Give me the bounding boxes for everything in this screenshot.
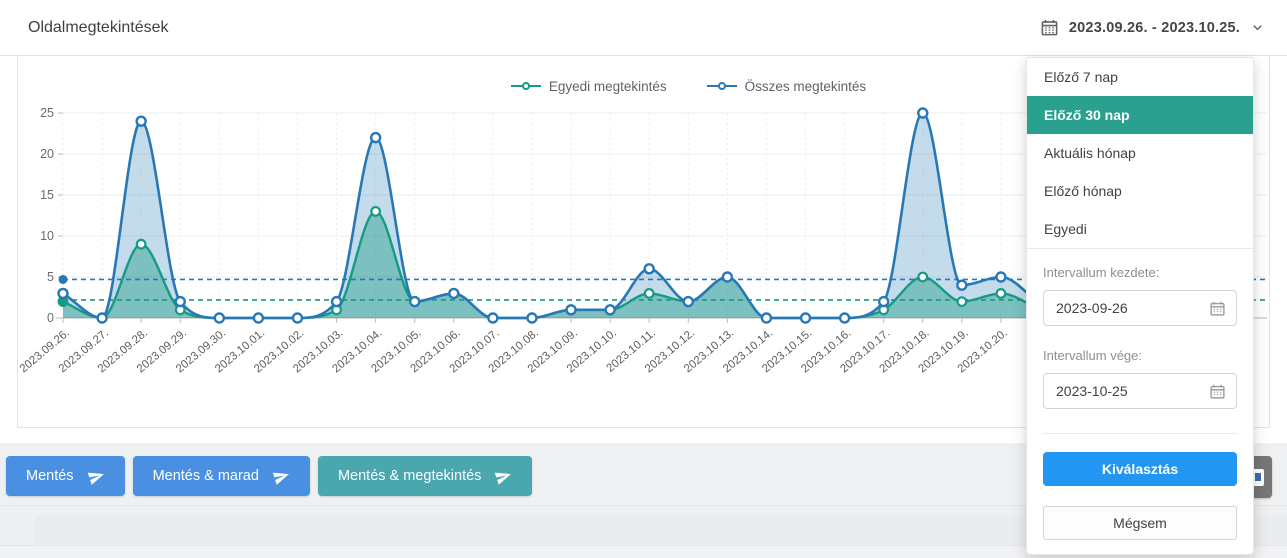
- paper-plane-icon: [272, 468, 290, 485]
- legend-marker-icon: [510, 82, 541, 90]
- dropdown-option-current-month[interactable]: Aktuális hónap: [1044, 145, 1136, 161]
- paper-plane-icon: [495, 468, 512, 485]
- save-and-view-label: Mentés & megtekintés: [337, 468, 482, 484]
- svg-text:15: 15: [40, 188, 54, 202]
- svg-text:0: 0: [47, 311, 54, 325]
- interval-start-value: 2023-09-26: [1056, 300, 1128, 316]
- dropdown-option-previous-month[interactable]: Előző hónap: [1044, 183, 1122, 199]
- interval-end-label: Intervallum vége:: [1043, 348, 1142, 363]
- save-and-view-button[interactable]: Mentés & megtekintés: [317, 456, 533, 496]
- select-button[interactable]: Kiválasztás: [1043, 452, 1237, 486]
- paper-plane-icon: [87, 468, 105, 485]
- calendar-icon[interactable]: [1209, 383, 1226, 400]
- date-range-text: 2023.09.26. - 2023.10.25.: [1068, 19, 1240, 36]
- legend-marker-icon: [706, 82, 737, 90]
- legend-label: Összes megtekintés: [744, 78, 867, 94]
- dropdown-option-last-30-days[interactable]: Előző 30 nap: [1027, 96, 1253, 134]
- interval-start-label: Intervallum kezdete:: [1043, 265, 1160, 280]
- svg-text:5: 5: [47, 270, 54, 284]
- chevron-down-icon: [1250, 20, 1265, 35]
- dropdown-option-custom[interactable]: Egyedi: [1044, 221, 1087, 237]
- calendar-icon: [1040, 18, 1059, 37]
- interval-end-value: 2023-10-25: [1056, 383, 1128, 399]
- svg-text:20: 20: [40, 147, 54, 161]
- interval-end-input[interactable]: 2023-10-25: [1043, 373, 1237, 409]
- legend-item[interactable]: Összes megtekintés: [706, 76, 867, 96]
- dropdown-option-last-7-days[interactable]: Előző 7 nap: [1044, 69, 1118, 85]
- dropdown-actions: Kiválasztás Mégsem: [1027, 434, 1253, 542]
- calendar-icon[interactable]: [1209, 300, 1226, 317]
- header: Oldalmegtekintések 2023.09.26. - 2023.10…: [0, 0, 1287, 56]
- svg-text:25: 25: [40, 106, 54, 120]
- interval-start-input[interactable]: 2023-09-26: [1043, 290, 1237, 326]
- cancel-button[interactable]: Mégsem: [1043, 506, 1237, 540]
- page-title: Oldalmegtekintések: [28, 18, 169, 36]
- save-button[interactable]: Mentés: [6, 456, 125, 496]
- save-and-stay-button[interactable]: Mentés & marad: [132, 456, 310, 496]
- save-and-stay-label: Mentés & marad: [152, 468, 259, 484]
- date-range-dropdown: Előző 7 nap Előző 30 nap Aktuális hónap …: [1026, 57, 1254, 555]
- footer-band-bottom: [0, 545, 1287, 558]
- legend-item[interactable]: Egyedi megtekintés: [510, 76, 667, 96]
- dropdown-divider: [1027, 248, 1253, 249]
- save-button-row: Mentés Mentés & marad Mentés & megtekint…: [6, 456, 533, 496]
- save-button-label: Mentés: [26, 468, 74, 484]
- interval-section: Intervallum kezdete: 2023-09-26 Interval…: [1027, 249, 1253, 434]
- chart-legend: Egyedi megtekintés Összes megtekintés: [18, 56, 1269, 96]
- legend-label: Egyedi megtekintés: [548, 78, 667, 94]
- svg-text:10: 10: [40, 229, 54, 243]
- dropdown-divider: [1043, 433, 1237, 434]
- date-range-control[interactable]: 2023.09.26. - 2023.10.25.: [1040, 18, 1265, 37]
